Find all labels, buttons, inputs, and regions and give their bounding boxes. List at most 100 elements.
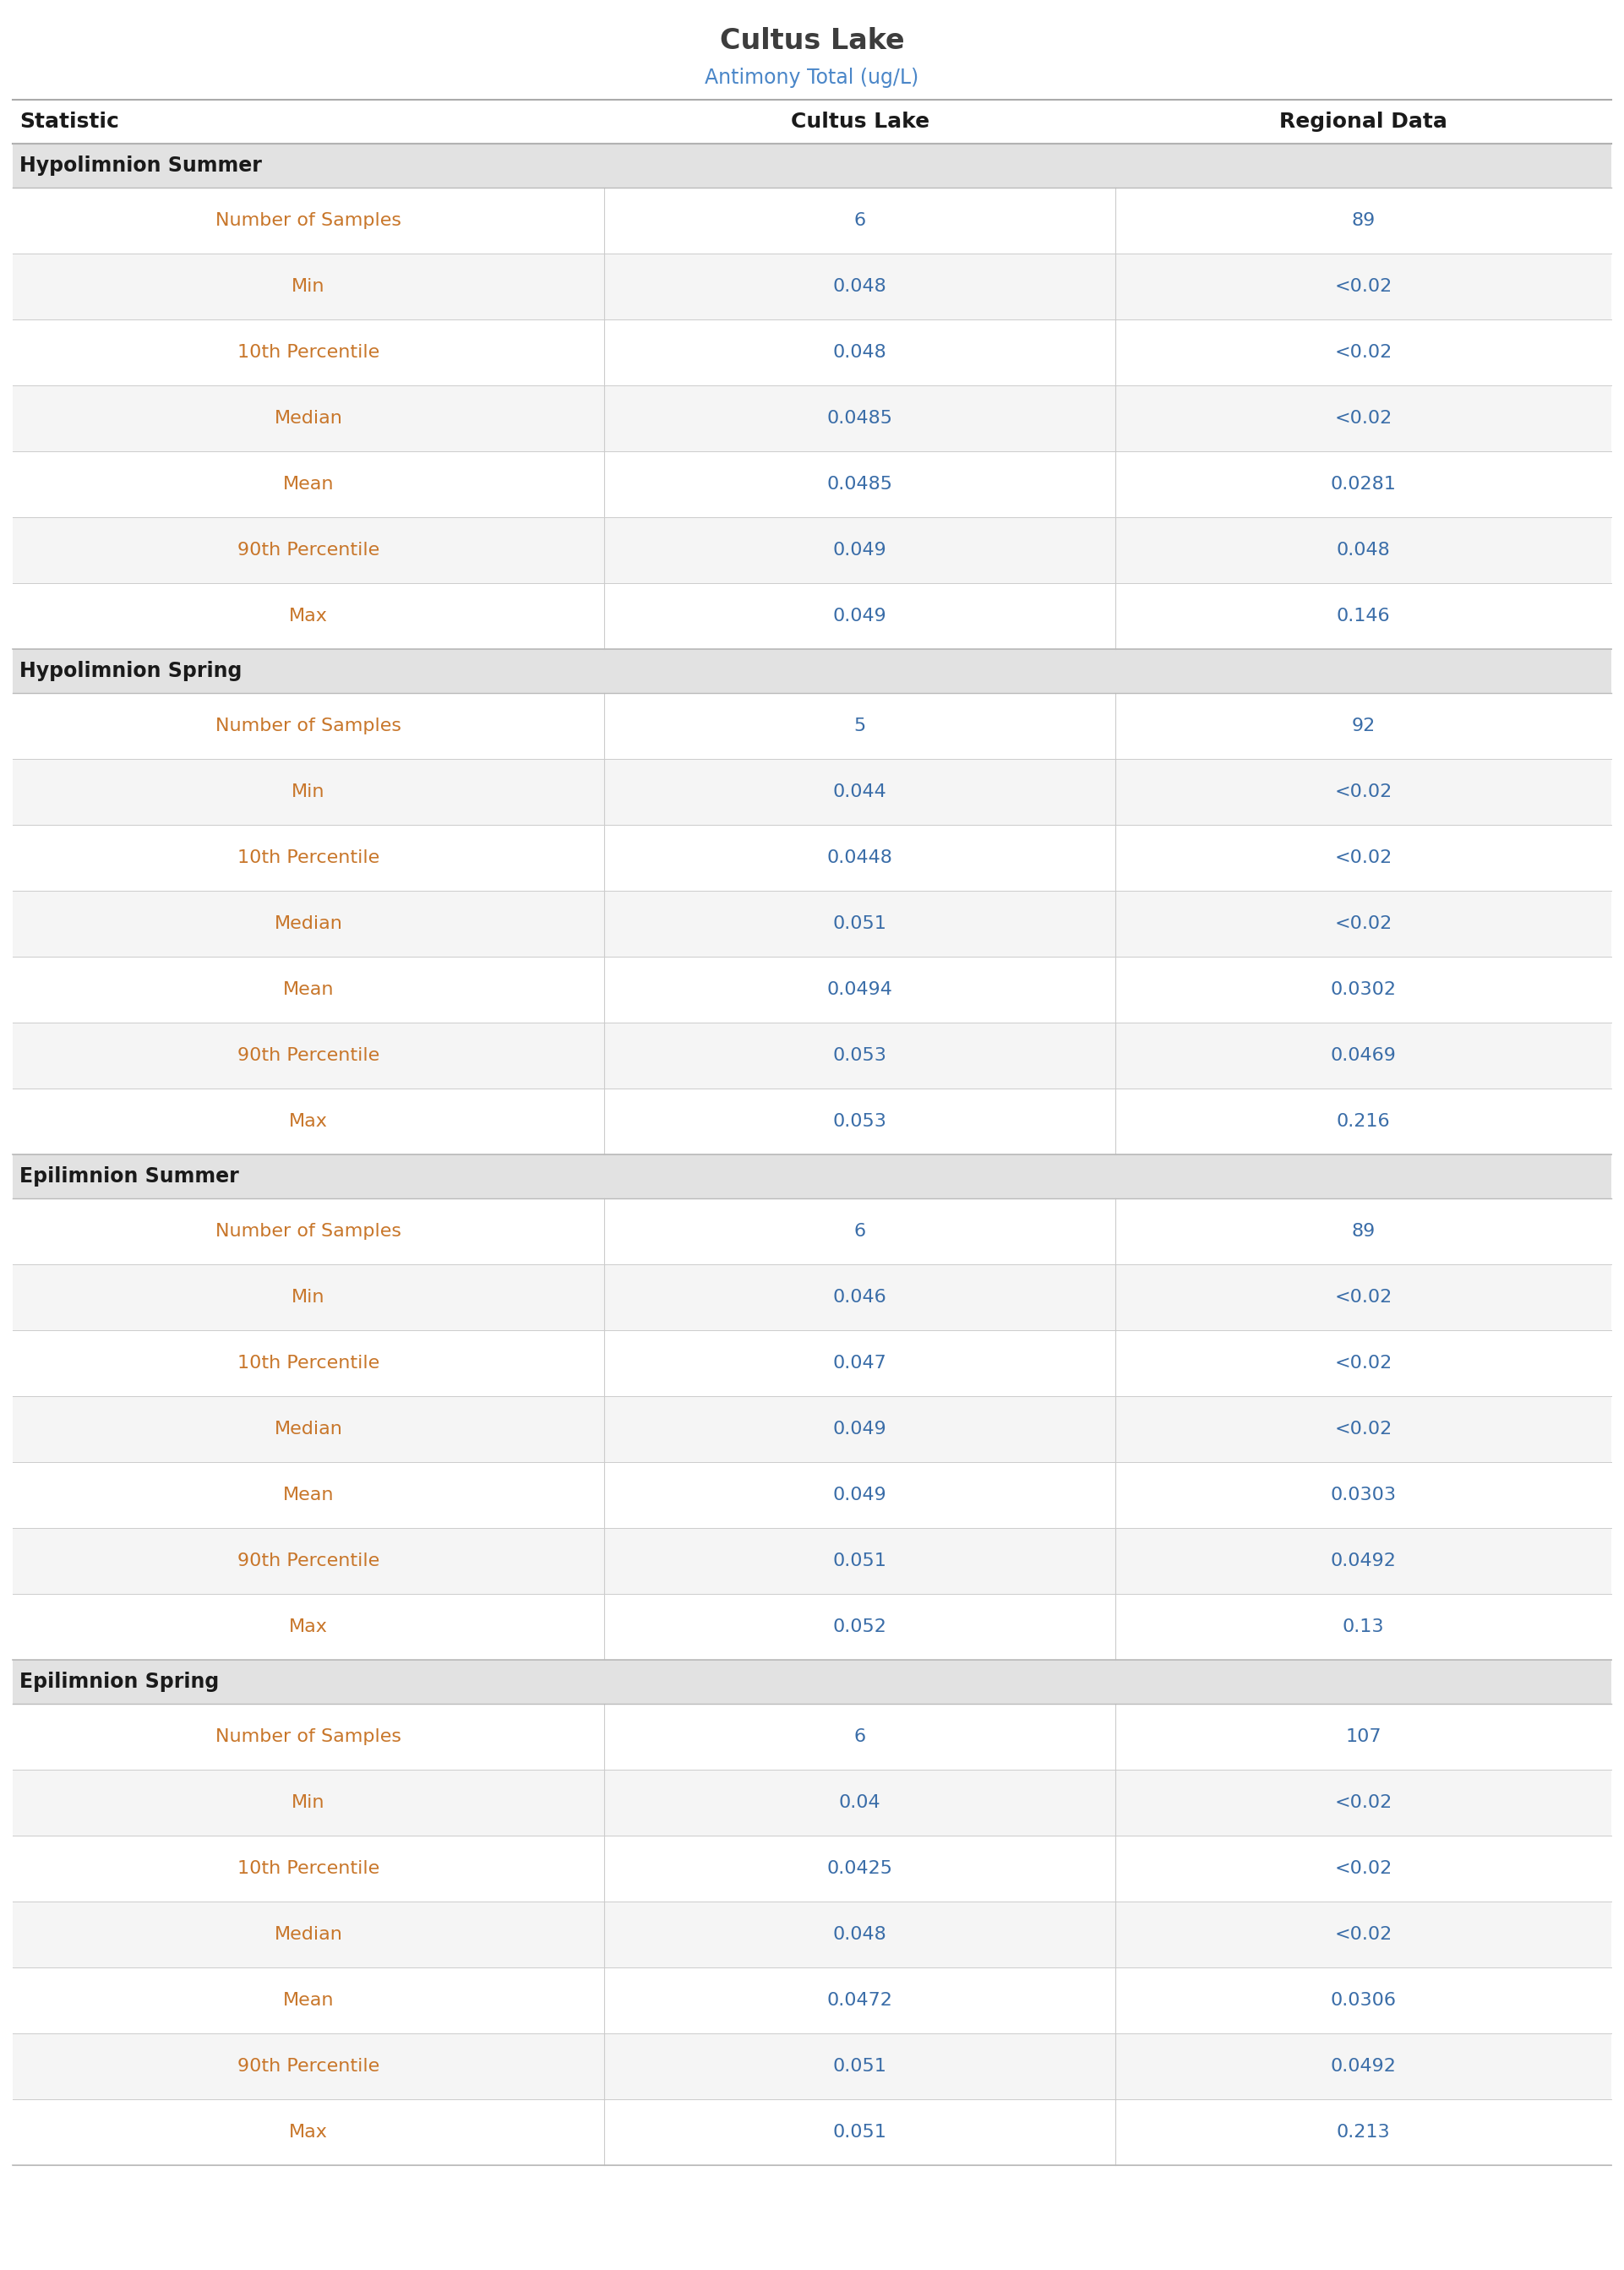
Text: Min: Min xyxy=(292,783,325,801)
Text: <0.02: <0.02 xyxy=(1335,1925,1392,1943)
Text: 0.13: 0.13 xyxy=(1343,1619,1384,1634)
Text: 90th Percentile: 90th Percentile xyxy=(237,1553,380,1569)
Text: 0.0485: 0.0485 xyxy=(827,477,893,493)
Text: Median: Median xyxy=(274,915,343,933)
Bar xyxy=(13,1155,1611,1199)
Text: 0.0281: 0.0281 xyxy=(1330,477,1397,493)
Bar xyxy=(13,452,1611,518)
Text: <0.02: <0.02 xyxy=(1335,1859,1392,1877)
Bar xyxy=(13,692,1611,758)
Text: <0.02: <0.02 xyxy=(1335,1421,1392,1437)
Text: 0.047: 0.047 xyxy=(833,1355,887,1371)
Text: 0.051: 0.051 xyxy=(833,1553,887,1569)
Text: 0.053: 0.053 xyxy=(833,1112,887,1130)
Text: Hypolimnion Spring: Hypolimnion Spring xyxy=(19,661,242,681)
Text: Min: Min xyxy=(292,1793,325,1811)
Bar xyxy=(13,1902,1611,1968)
Bar xyxy=(13,188,1611,254)
Bar xyxy=(13,649,1611,692)
Text: 0.0472: 0.0472 xyxy=(827,1993,893,2009)
Text: 6: 6 xyxy=(854,1224,866,1239)
Text: Statistic: Statistic xyxy=(19,111,119,132)
Text: Cultus Lake: Cultus Lake xyxy=(719,27,905,54)
Text: Max: Max xyxy=(289,2125,328,2141)
Text: Median: Median xyxy=(274,1925,343,1943)
Text: Antimony Total (ug/L): Antimony Total (ug/L) xyxy=(705,68,919,89)
Bar xyxy=(13,2100,1611,2166)
Text: Median: Median xyxy=(274,1421,343,1437)
Text: 6: 6 xyxy=(854,211,866,229)
Text: 90th Percentile: 90th Percentile xyxy=(237,1046,380,1065)
Text: 5: 5 xyxy=(854,717,866,735)
Text: Epilimnion Summer: Epilimnion Summer xyxy=(19,1167,239,1187)
Text: <0.02: <0.02 xyxy=(1335,915,1392,933)
Text: 0.0306: 0.0306 xyxy=(1330,1993,1397,2009)
Bar xyxy=(13,1771,1611,1836)
Text: 0.216: 0.216 xyxy=(1337,1112,1390,1130)
Text: 89: 89 xyxy=(1351,211,1376,229)
Bar xyxy=(13,956,1611,1022)
Text: Median: Median xyxy=(274,411,343,427)
Bar xyxy=(13,1528,1611,1594)
Bar xyxy=(13,1264,1611,1330)
Text: 0.049: 0.049 xyxy=(833,1421,887,1437)
Text: 0.044: 0.044 xyxy=(833,783,887,801)
Text: Mean: Mean xyxy=(283,1487,335,1503)
Text: 0.213: 0.213 xyxy=(1337,2125,1390,2141)
Bar xyxy=(13,386,1611,452)
Text: 89: 89 xyxy=(1351,1224,1376,1239)
Text: Number of Samples: Number of Samples xyxy=(216,717,401,735)
Text: Max: Max xyxy=(289,1619,328,1634)
Text: 10th Percentile: 10th Percentile xyxy=(237,849,380,867)
Text: <0.02: <0.02 xyxy=(1335,783,1392,801)
Text: 0.0425: 0.0425 xyxy=(827,1859,893,1877)
Text: 0.048: 0.048 xyxy=(833,277,887,295)
Bar xyxy=(13,1968,1611,2034)
Text: 0.052: 0.052 xyxy=(833,1619,887,1634)
Text: Regional Data: Regional Data xyxy=(1280,111,1447,132)
Text: 10th Percentile: 10th Percentile xyxy=(237,1859,380,1877)
Text: <0.02: <0.02 xyxy=(1335,277,1392,295)
Bar xyxy=(13,583,1611,649)
Text: 90th Percentile: 90th Percentile xyxy=(237,2059,380,2075)
Text: 0.048: 0.048 xyxy=(1337,543,1390,558)
Text: 0.0492: 0.0492 xyxy=(1330,1553,1397,1569)
Bar xyxy=(13,1396,1611,1462)
Bar xyxy=(13,320,1611,386)
Bar xyxy=(13,2034,1611,2100)
Bar xyxy=(13,1199,1611,1264)
Bar xyxy=(13,1462,1611,1528)
Bar xyxy=(13,1090,1611,1155)
Bar xyxy=(13,824,1611,890)
Text: Max: Max xyxy=(289,1112,328,1130)
Text: Min: Min xyxy=(292,1289,325,1305)
Text: 0.0469: 0.0469 xyxy=(1330,1046,1397,1065)
Text: Mean: Mean xyxy=(283,981,335,999)
Text: Number of Samples: Number of Samples xyxy=(216,1224,401,1239)
Bar xyxy=(13,1330,1611,1396)
Text: 10th Percentile: 10th Percentile xyxy=(237,345,380,361)
Text: 107: 107 xyxy=(1346,1727,1382,1746)
Text: Epilimnion Spring: Epilimnion Spring xyxy=(19,1671,219,1691)
Text: 0.048: 0.048 xyxy=(833,345,887,361)
Text: Max: Max xyxy=(289,608,328,624)
Text: 0.04: 0.04 xyxy=(840,1793,880,1811)
Text: <0.02: <0.02 xyxy=(1335,345,1392,361)
Text: 10th Percentile: 10th Percentile xyxy=(237,1355,380,1371)
Text: <0.02: <0.02 xyxy=(1335,1793,1392,1811)
Bar xyxy=(13,1705,1611,1771)
Text: 0.0492: 0.0492 xyxy=(1330,2059,1397,2075)
Text: 0.051: 0.051 xyxy=(833,2059,887,2075)
Text: 0.053: 0.053 xyxy=(833,1046,887,1065)
Text: Cultus Lake: Cultus Lake xyxy=(791,111,929,132)
Bar xyxy=(13,890,1611,956)
Bar xyxy=(13,143,1611,188)
Text: Min: Min xyxy=(292,277,325,295)
Text: <0.02: <0.02 xyxy=(1335,1289,1392,1305)
Text: Hypolimnion Summer: Hypolimnion Summer xyxy=(19,157,261,175)
Bar xyxy=(13,1594,1611,1659)
Text: 0.0448: 0.0448 xyxy=(827,849,893,867)
Bar xyxy=(13,518,1611,583)
Text: 0.0494: 0.0494 xyxy=(827,981,893,999)
Text: <0.02: <0.02 xyxy=(1335,411,1392,427)
